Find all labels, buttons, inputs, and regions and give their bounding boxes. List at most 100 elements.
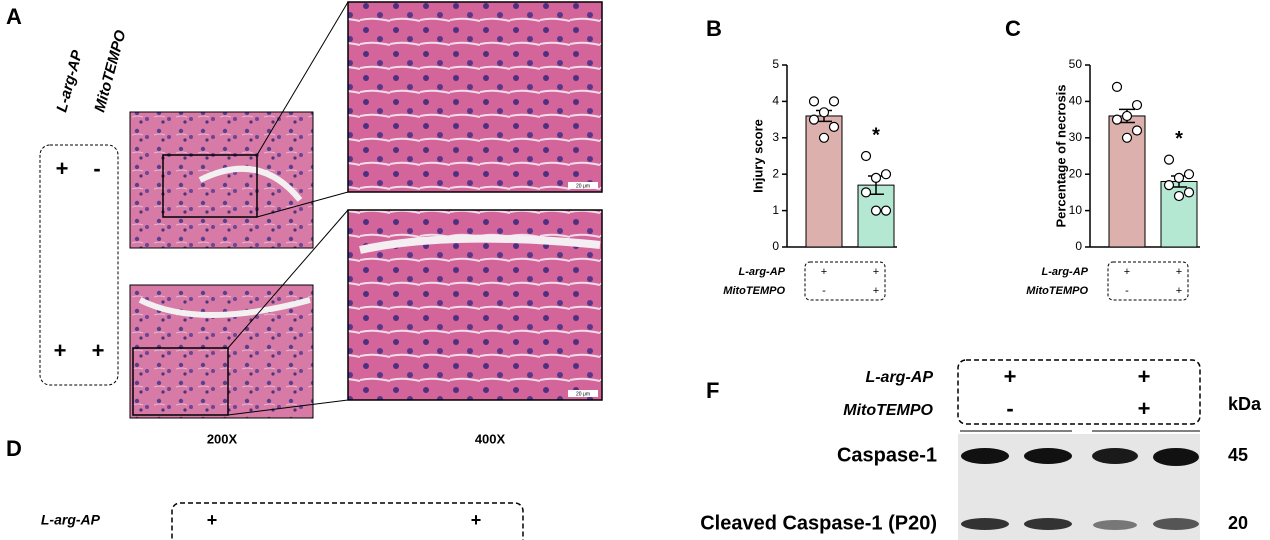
y-tick-label: 1 — [772, 203, 779, 217]
data-point — [860, 187, 872, 198]
tissue-gap — [359, 234, 601, 254]
panel-letter: D — [6, 436, 22, 461]
sign-box — [39, 144, 119, 386]
sign: + — [1138, 396, 1151, 421]
sign: + — [873, 266, 879, 278]
sign: + — [471, 510, 482, 530]
y-tick-label: 0 — [1075, 239, 1082, 253]
data-point — [880, 169, 892, 180]
magnification: 200X — [207, 431, 238, 446]
band-label: Cleaved Caspase-1 (P20) — [700, 512, 937, 534]
data-point — [1163, 180, 1175, 191]
data-point — [1131, 99, 1143, 111]
data-point — [1173, 172, 1185, 183]
sign: + — [207, 510, 218, 530]
band — [961, 518, 1009, 530]
data-point — [818, 107, 830, 118]
sign: - — [1125, 285, 1129, 297]
y-tick-label: 50 — [1069, 57, 1083, 71]
data-point — [1163, 154, 1175, 165]
data-point — [818, 132, 830, 143]
data-point — [880, 205, 892, 216]
sign: + — [1176, 285, 1182, 297]
micrograph — [347, 1, 603, 193]
annotation: * — [872, 124, 880, 146]
data-point — [1121, 110, 1133, 122]
annotation: * — [1175, 128, 1183, 150]
y-tick-label: 5 — [772, 57, 779, 71]
kda: 45 — [1228, 445, 1248, 465]
band-label: Caspase-1 — [837, 444, 937, 466]
data-point — [808, 114, 820, 125]
zoom-line — [256, 1, 349, 156]
sign-box — [957, 359, 1201, 425]
magnification: 400X — [475, 431, 506, 446]
band — [1093, 520, 1137, 530]
sign: - — [822, 285, 826, 297]
band — [1024, 448, 1072, 464]
data-point — [1121, 132, 1133, 143]
zoom-box — [162, 154, 258, 218]
panel-letter: C — [1005, 16, 1021, 41]
y-tick-label: 3 — [772, 130, 779, 144]
scale-bar: 20 μm — [576, 183, 590, 189]
y-axis-label: Percentage of necrosis — [1053, 84, 1068, 227]
sign: + — [1004, 364, 1017, 389]
zoom-line — [256, 191, 349, 218]
treatment-label: MitoTEMPO — [91, 28, 129, 114]
data-point — [1183, 169, 1195, 180]
data-point — [828, 96, 840, 107]
sign: + — [1124, 266, 1130, 278]
sign: + — [1176, 266, 1182, 278]
micrograph — [129, 111, 314, 249]
y-tick-label: 30 — [1069, 130, 1083, 144]
data-point — [808, 96, 820, 107]
data-point — [1131, 125, 1143, 136]
y-tick-label: 4 — [772, 94, 779, 108]
sign: - — [93, 156, 100, 181]
tissue-gap — [138, 165, 311, 318]
band — [1153, 448, 1199, 466]
data-point — [1111, 114, 1123, 125]
sign: - — [1006, 396, 1013, 421]
sign: + — [56, 156, 69, 181]
y-tick-label: 0 — [772, 239, 779, 253]
panel-letter: F — [706, 378, 719, 403]
panel-letter: B — [706, 16, 722, 41]
treatment-label: MitoTEMPO — [843, 402, 933, 419]
band — [1092, 448, 1138, 464]
sign: + — [821, 266, 827, 278]
y-tick-label: 40 — [1069, 94, 1083, 108]
y-tick-label: 20 — [1069, 166, 1083, 180]
sign: + — [54, 338, 67, 363]
sign-box — [1107, 261, 1189, 301]
panel-letter: A — [6, 4, 22, 29]
zoom-box — [132, 347, 229, 416]
sign: + — [92, 338, 105, 363]
sign: + — [873, 285, 879, 297]
treatment-label: L-arg-AP — [739, 266, 786, 278]
sign-box — [804, 261, 886, 301]
band — [961, 448, 1009, 464]
y-tick-label: 2 — [772, 166, 779, 180]
treatment-label: MitoTEMPO — [1026, 285, 1088, 297]
data-point — [870, 172, 882, 183]
kda: 20 — [1228, 513, 1248, 533]
treatment-label: L-arg-AP — [865, 369, 933, 386]
zoom-line — [227, 399, 349, 416]
data-point — [1183, 187, 1195, 198]
scale-bar-box — [568, 390, 598, 397]
band — [1024, 518, 1072, 530]
scale-bar-box — [568, 182, 598, 189]
unit: kDa — [1228, 394, 1262, 414]
sign-box — [171, 502, 524, 540]
treatment-label: L-arg-AP — [53, 48, 86, 115]
y-tick-label: 10 — [1069, 203, 1083, 217]
band — [1153, 518, 1199, 530]
treatment-label: L-arg-AP — [41, 512, 101, 528]
treatment-label: MitoTEMPO — [723, 285, 785, 297]
scale-bar: 20 μm — [576, 391, 590, 397]
data-point — [828, 121, 840, 132]
data-point — [870, 205, 882, 216]
